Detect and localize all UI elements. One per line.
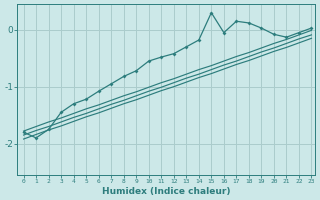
X-axis label: Humidex (Indice chaleur): Humidex (Indice chaleur) — [102, 187, 230, 196]
